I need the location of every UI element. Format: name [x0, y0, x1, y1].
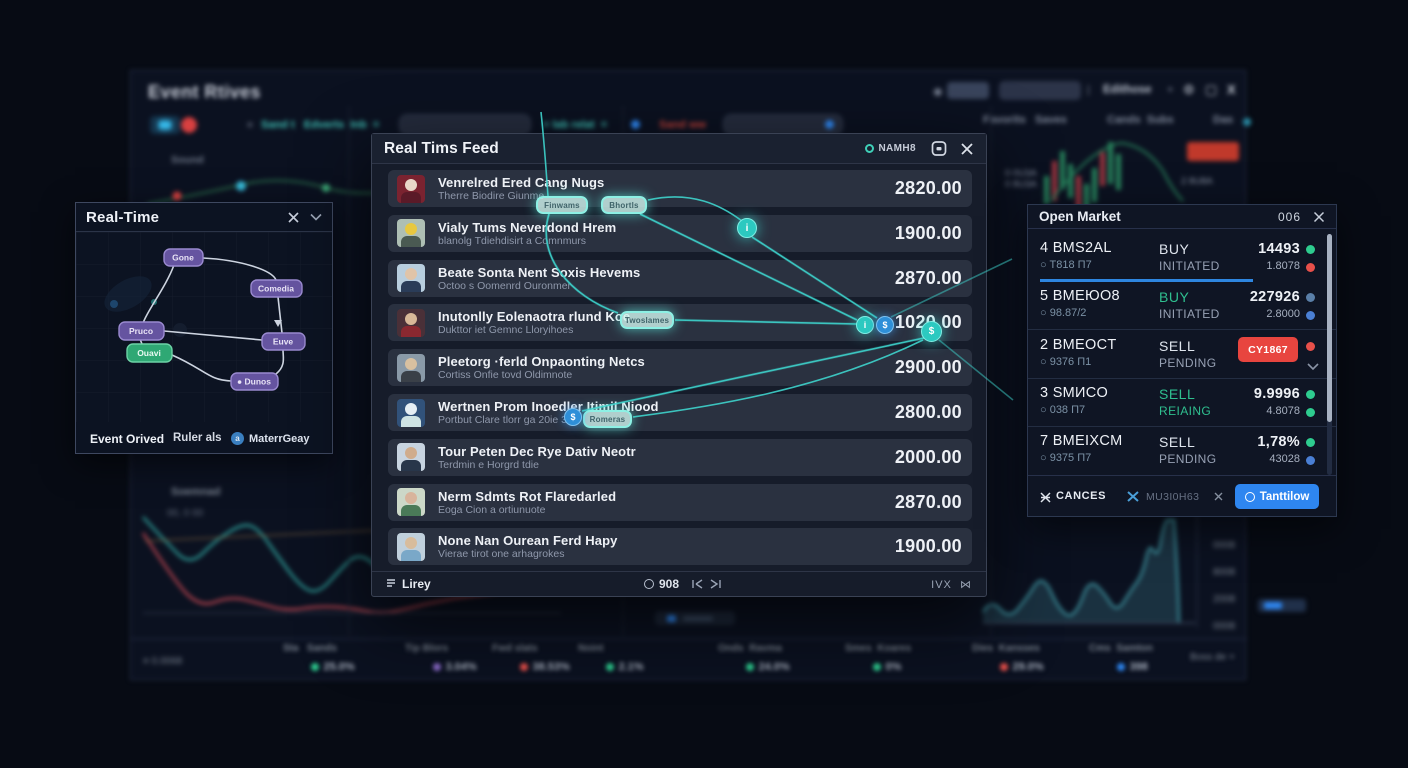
- svg-text:Comedia: Comedia: [258, 284, 294, 294]
- svg-text:Gone: Gone: [172, 253, 194, 263]
- svg-text:Euve: Euve: [273, 337, 294, 347]
- svg-text:Ouavi: Ouavi: [137, 348, 161, 358]
- svg-text:Pruco: Pruco: [129, 326, 153, 336]
- svg-text:● Dunos: ● Dunos: [237, 377, 271, 387]
